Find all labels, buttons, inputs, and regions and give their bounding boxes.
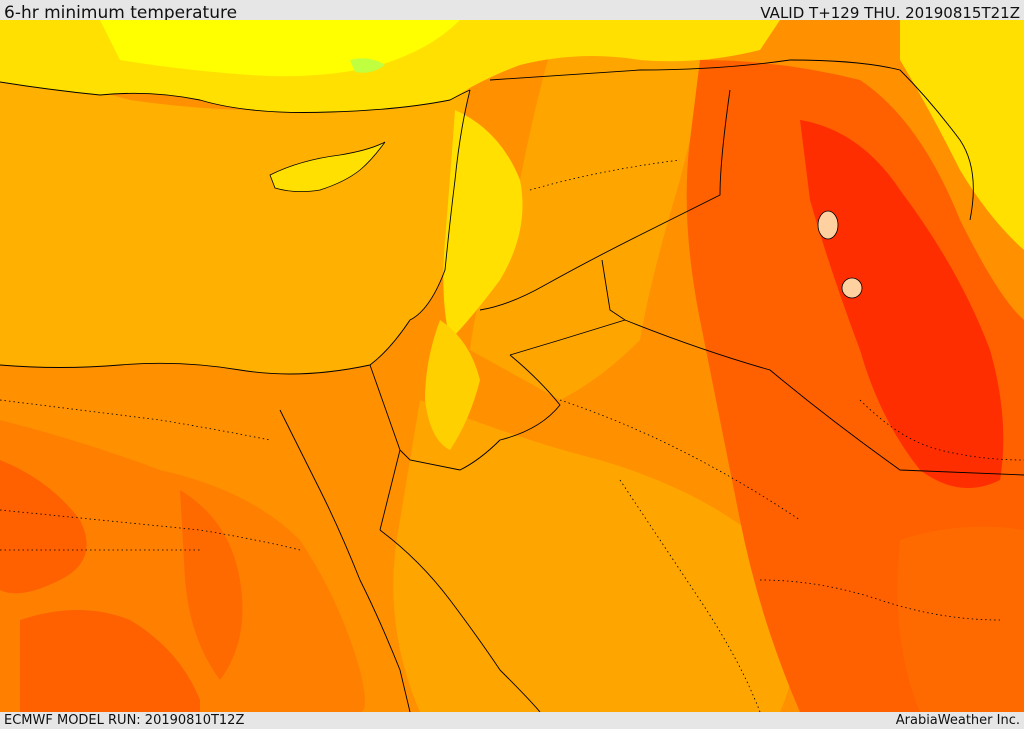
province-borders xyxy=(0,159,1024,712)
valid-time: VALID T+129 THU. 20190815T21Z xyxy=(760,4,1020,22)
temp-band-darkorange-west xyxy=(0,460,87,594)
credit-label: ArabiaWeather Inc. xyxy=(895,713,1020,728)
temp-band-darkorange-nile xyxy=(180,490,243,680)
temp-band-red-east xyxy=(800,120,1004,488)
header-bar: 6-hr minimum temperature VALID T+129 THU… xyxy=(0,0,1024,23)
temp-band-darkorange-sw xyxy=(20,610,200,712)
temperature-map xyxy=(0,20,1024,712)
temp-band-darkorange-se xyxy=(897,526,1024,712)
footer-bar: ECMWF MODEL RUN: 20190810T12Z ArabiaWeat… xyxy=(0,712,1024,729)
lake-tharthar xyxy=(817,210,839,240)
temp-band-green-patch xyxy=(350,58,385,73)
temp-band-amber-south xyxy=(393,400,796,712)
cyprus-island xyxy=(269,141,386,192)
temp-band-amber-east xyxy=(470,20,720,400)
mediterranean-sea xyxy=(0,80,470,374)
country-borders xyxy=(0,59,1024,712)
temp-band-sinai-yellow xyxy=(425,320,480,450)
lake-habbaniyah xyxy=(841,277,863,299)
temp-band-levant-yellow xyxy=(443,110,523,340)
model-run-label: ECMWF MODEL RUN: 20190810T12Z xyxy=(4,713,245,728)
map-title: 6-hr minimum temperature xyxy=(4,3,238,23)
temp-band-yellow-ne xyxy=(900,20,1024,250)
